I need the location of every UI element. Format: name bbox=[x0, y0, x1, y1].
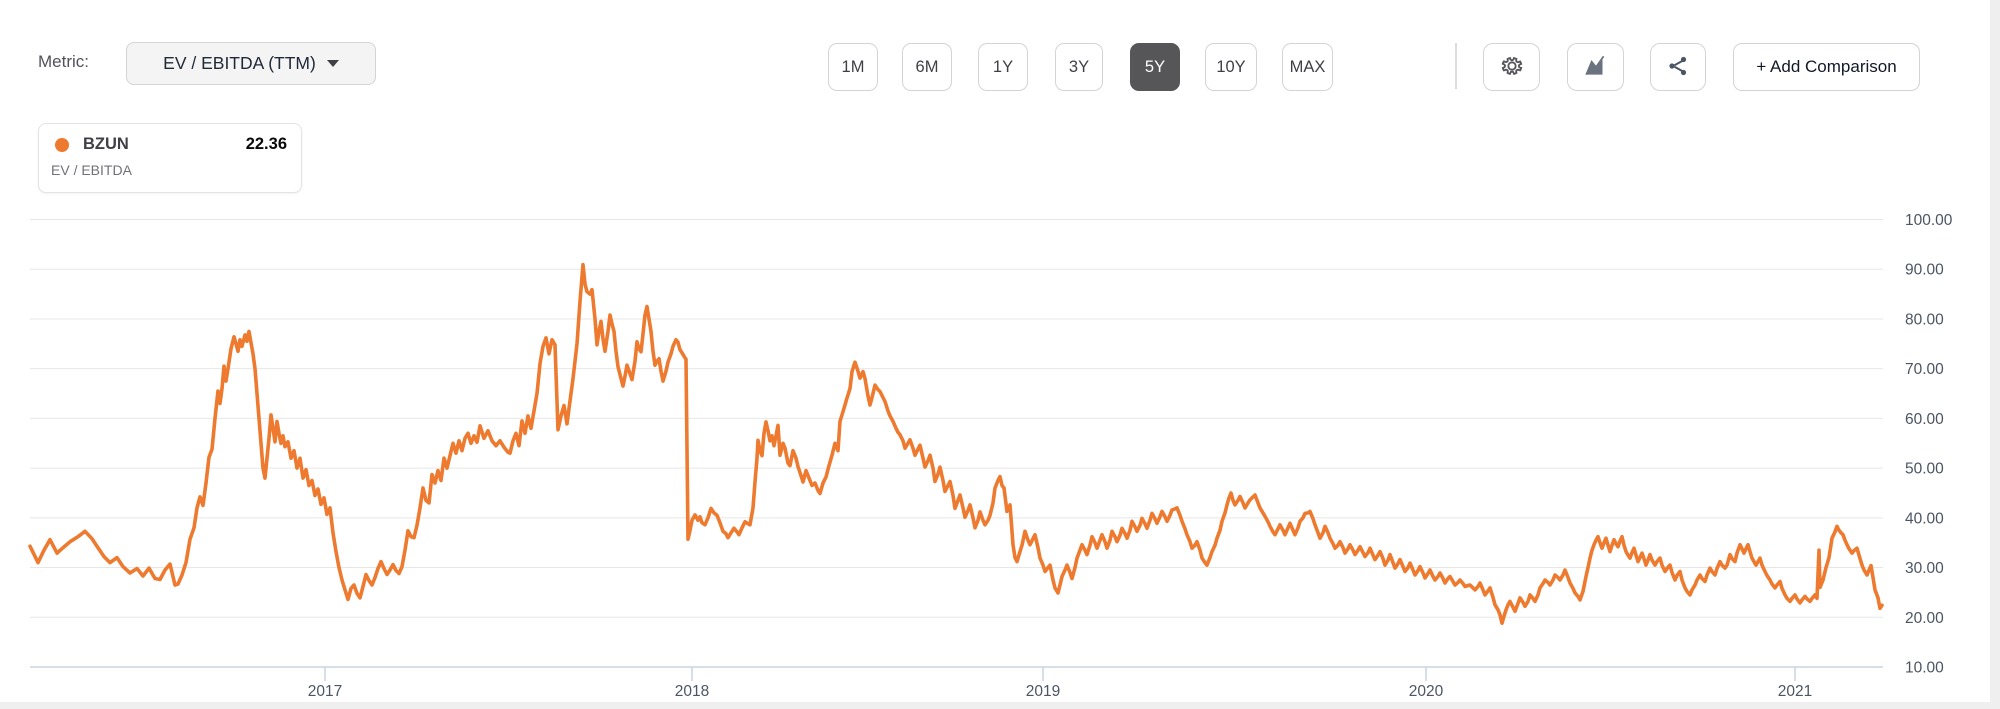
x-axis-label-2021: 2021 bbox=[1778, 683, 1812, 700]
metric-label: Metric: bbox=[38, 52, 89, 71]
page-edge-gutter-right bbox=[1990, 0, 2000, 709]
add-comparison-button[interactable]: + Add Comparison bbox=[1733, 43, 1920, 91]
range-button-6m[interactable]: 6M bbox=[902, 43, 952, 91]
metric-dropdown-value: EV / EBITDA (TTM) bbox=[163, 53, 316, 73]
y-axis-label-100: 100.00 bbox=[1905, 212, 1953, 229]
settings-gear-icon bbox=[1499, 53, 1525, 82]
chart-type-button[interactable] bbox=[1567, 43, 1624, 91]
x-axis-label-2018: 2018 bbox=[675, 683, 709, 700]
metric-dropdown[interactable]: EV / EBITDA (TTM) bbox=[126, 42, 376, 85]
share-button[interactable] bbox=[1650, 43, 1706, 91]
legend-ticker: BZUN bbox=[83, 135, 129, 153]
y-axis-label-10: 10.00 bbox=[1905, 660, 1944, 677]
y-axis-label-30: 30.00 bbox=[1905, 560, 1944, 577]
y-axis-label-50: 50.00 bbox=[1905, 461, 1944, 478]
x-axis-label-2017: 2017 bbox=[308, 683, 342, 700]
y-axis-label-70: 70.00 bbox=[1905, 361, 1944, 378]
range-button-10y[interactable]: 10Y bbox=[1205, 43, 1257, 91]
y-axis-label-60: 60.00 bbox=[1905, 411, 1944, 428]
series-line-bzun[interactable] bbox=[28, 262, 1884, 626]
legend-row: BZUN 22.36 bbox=[55, 135, 287, 154]
range-button-max[interactable]: MAX bbox=[1282, 43, 1333, 91]
header-divider bbox=[1455, 43, 1457, 89]
legend-metric: EV / EBITDA bbox=[51, 162, 132, 178]
settings-gear-button[interactable] bbox=[1483, 43, 1540, 91]
page-edge-gutter-bottom bbox=[0, 702, 2000, 709]
range-button-1y[interactable]: 1Y bbox=[978, 43, 1028, 91]
chart-type-icon bbox=[1583, 53, 1609, 82]
series-dot-icon bbox=[55, 137, 69, 152]
x-axis-label-2020: 2020 bbox=[1409, 683, 1444, 700]
y-axis-label-20: 20.00 bbox=[1905, 610, 1944, 627]
y-axis-label-80: 80.00 bbox=[1905, 311, 1944, 328]
x-axis-label-2019: 2019 bbox=[1026, 683, 1060, 700]
legend-card[interactable]: BZUN 22.36 EV / EBITDA bbox=[38, 123, 302, 193]
range-button-3y[interactable]: 3Y bbox=[1055, 43, 1103, 91]
legend-value: 22.36 bbox=[245, 135, 287, 153]
share-icon bbox=[1666, 54, 1690, 81]
range-button-5y[interactable]: 5Y bbox=[1130, 43, 1180, 91]
range-button-1m[interactable]: 1M bbox=[828, 43, 878, 91]
chevron-down-icon bbox=[326, 60, 339, 67]
y-axis-label-40: 40.00 bbox=[1905, 510, 1944, 527]
y-axis-label-90: 90.00 bbox=[1905, 262, 1944, 279]
